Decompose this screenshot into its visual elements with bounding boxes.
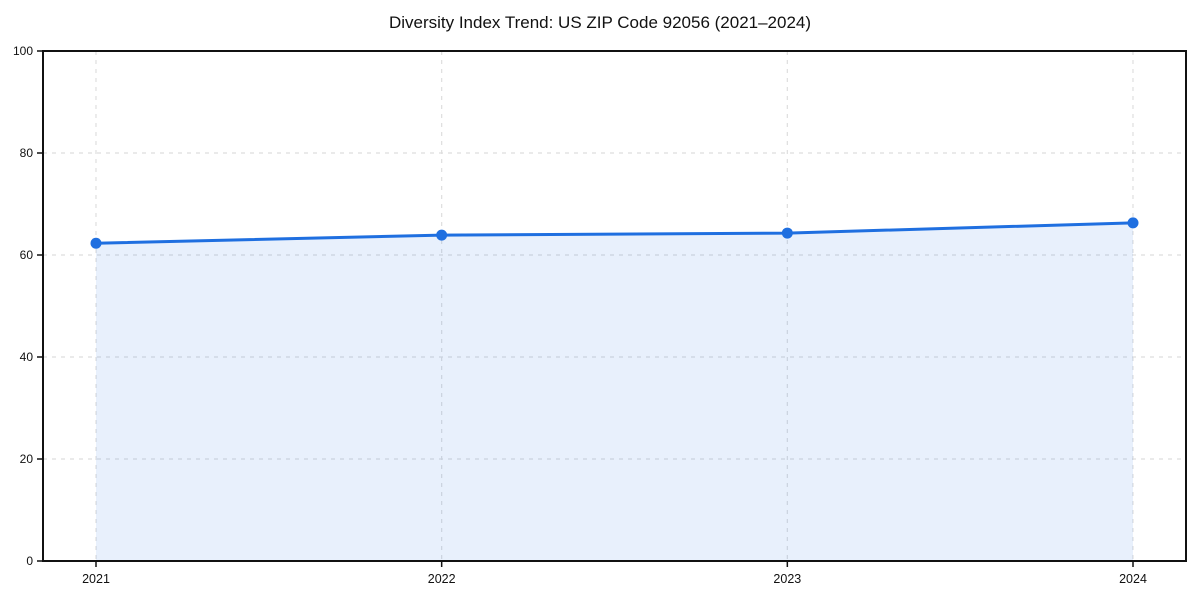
y-tick-label: 40: [20, 350, 34, 364]
y-tick-label: 80: [20, 146, 34, 160]
data-point: [90, 237, 102, 249]
data-point: [1127, 217, 1139, 229]
trend-line: [94, 221, 1135, 245]
y-tick-label: 60: [20, 248, 34, 262]
y-tick-label: 0: [26, 554, 33, 568]
chart-title: Diversity Index Trend: US ZIP Code 92056…: [388, 13, 812, 32]
area-fill: [96, 222, 1133, 561]
x-tick-label: 2023: [773, 572, 801, 586]
x-tick-label: 2021: [82, 572, 110, 586]
data-point: [781, 227, 793, 239]
x-tick-label: 2022: [428, 572, 456, 586]
y-tick-label: 100: [13, 44, 33, 58]
x-tick-label: 2024: [1119, 572, 1147, 586]
y-tick-label: 20: [20, 452, 34, 466]
plot-border: [42, 50, 1187, 562]
data-point: [436, 229, 448, 241]
